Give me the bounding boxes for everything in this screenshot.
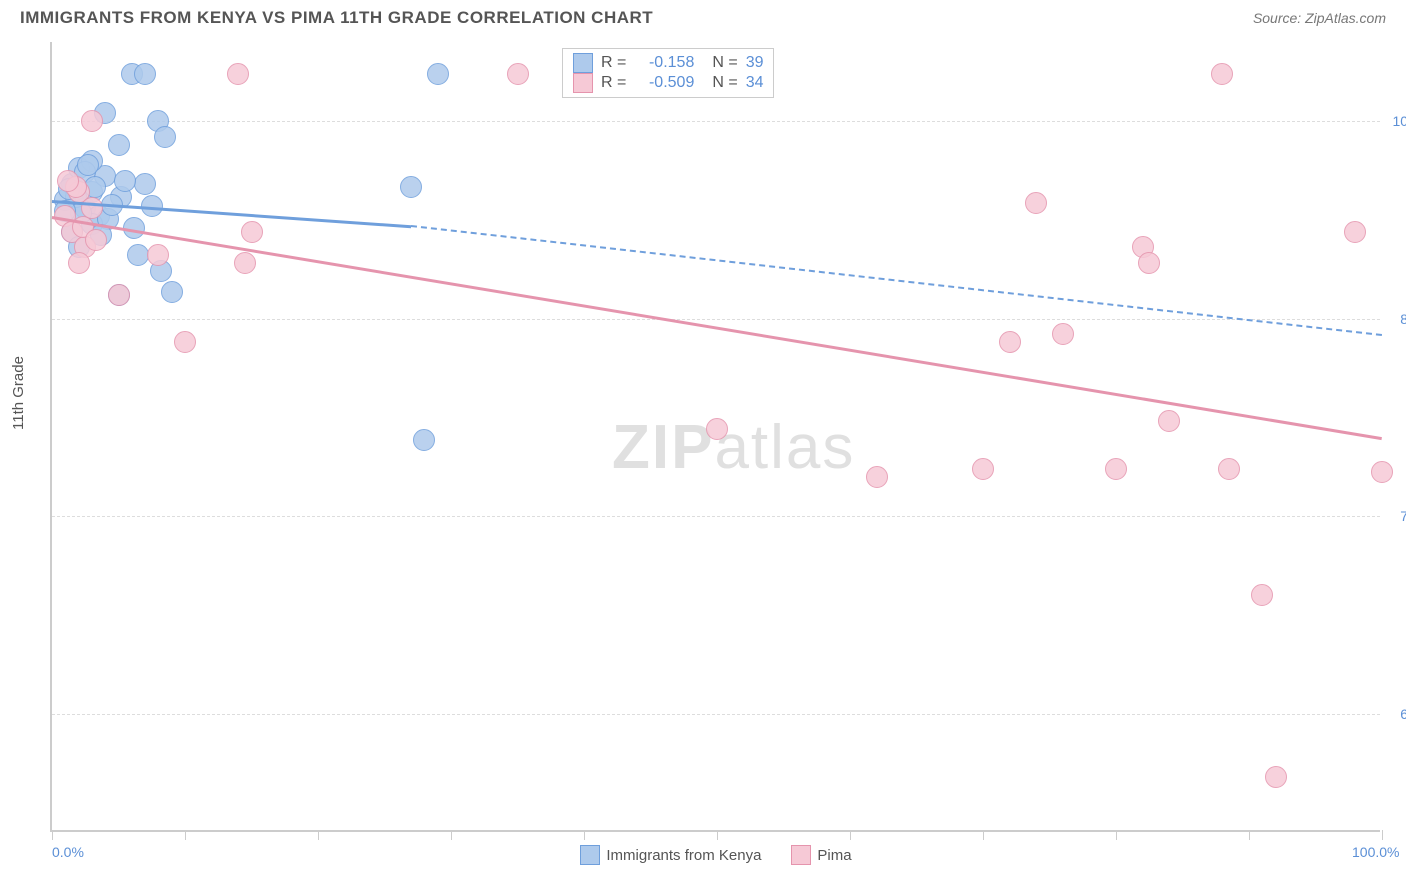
scatter-point [147,244,169,266]
gridline [52,121,1380,122]
scatter-point [77,154,99,176]
y-tick-label: 62.5% [1385,706,1406,722]
scatter-point [127,244,149,266]
scatter-point [161,281,183,303]
gridline [52,714,1380,715]
legend-swatch [580,845,600,865]
x-tick [1382,830,1383,840]
scatter-point [1344,221,1366,243]
legend-r-label: R = [601,54,626,72]
scatter-point [1218,458,1240,480]
y-tick-label: 100.0% [1385,113,1406,129]
scatter-point [1211,63,1233,85]
correlation-legend: R = -0.158 N = 39 R = -0.509 N = 34 [562,48,774,98]
scatter-point [1025,192,1047,214]
scatter-point [85,229,107,251]
scatter-point [1052,323,1074,345]
scatter-point [174,331,196,353]
scatter-point [507,63,529,85]
scatter-point [57,170,79,192]
y-tick-label: 75.0% [1385,508,1406,524]
scatter-point [68,252,90,274]
x-tick [983,830,984,840]
legend-r-value: -0.158 [634,54,694,72]
x-tick-label: 0.0% [52,844,84,860]
scatter-plot: ZIPatlas R =-0.158N =39R =-0.509N =34 Im… [50,42,1380,832]
legend-r-value: -0.509 [634,74,694,92]
scatter-point [114,170,136,192]
scatter-point [1105,458,1127,480]
scatter-point [866,466,888,488]
source-attribution: Source: ZipAtlas.com [1253,10,1386,26]
scatter-point [227,63,249,85]
legend-series-label: Pima [817,847,851,864]
legend-n-value: 34 [746,74,764,92]
gridline [52,516,1380,517]
scatter-point [706,418,728,440]
scatter-point [972,458,994,480]
legend-series-label: Immigrants from Kenya [606,847,761,864]
scatter-point [1251,584,1273,606]
series-legend: Immigrants from Kenya Pima [52,845,1380,865]
scatter-point [999,331,1021,353]
scatter-point [400,176,422,198]
regression-line [52,216,1382,440]
scatter-point [413,429,435,451]
legend-swatch [791,845,811,865]
regression-line [411,225,1382,336]
legend-item: Immigrants from Kenya [580,845,761,865]
gridline [52,319,1380,320]
scatter-point [1371,461,1393,483]
legend-swatch [573,73,593,93]
scatter-point [134,63,156,85]
scatter-point [108,134,130,156]
y-tick-label: 87.5% [1385,311,1406,327]
scatter-point [81,110,103,132]
x-tick [318,830,319,840]
scatter-point [108,284,130,306]
x-tick [717,830,718,840]
x-tick [451,830,452,840]
legend-n-label: N = [712,54,737,72]
legend-row: R = -0.158 N = 39 [573,53,763,73]
scatter-point [1138,252,1160,274]
scatter-point [1265,766,1287,788]
legend-r-label: R = [601,74,626,92]
watermark: ZIPatlas [612,412,855,483]
x-tick [52,830,53,840]
legend-n-label: N = [712,74,737,92]
x-tick [1116,830,1117,840]
scatter-point [134,173,156,195]
x-tick [1249,830,1250,840]
legend-row: R = -0.509 N = 34 [573,73,763,93]
y-axis-label: 11th Grade [10,356,27,430]
x-tick [584,830,585,840]
legend-n-value: 39 [746,54,764,72]
x-tick [185,830,186,840]
scatter-point [154,126,176,148]
chart-title: IMMIGRANTS FROM KENYA VS PIMA 11TH GRADE… [20,8,653,28]
scatter-point [1158,410,1180,432]
legend-swatch [573,53,593,73]
title-bar: IMMIGRANTS FROM KENYA VS PIMA 11TH GRADE… [0,0,1406,32]
scatter-point [427,63,449,85]
legend-item: Pima [791,845,851,865]
scatter-point [234,252,256,274]
x-tick-label: 100.0% [1352,844,1399,860]
x-tick [850,830,851,840]
scatter-point [241,221,263,243]
